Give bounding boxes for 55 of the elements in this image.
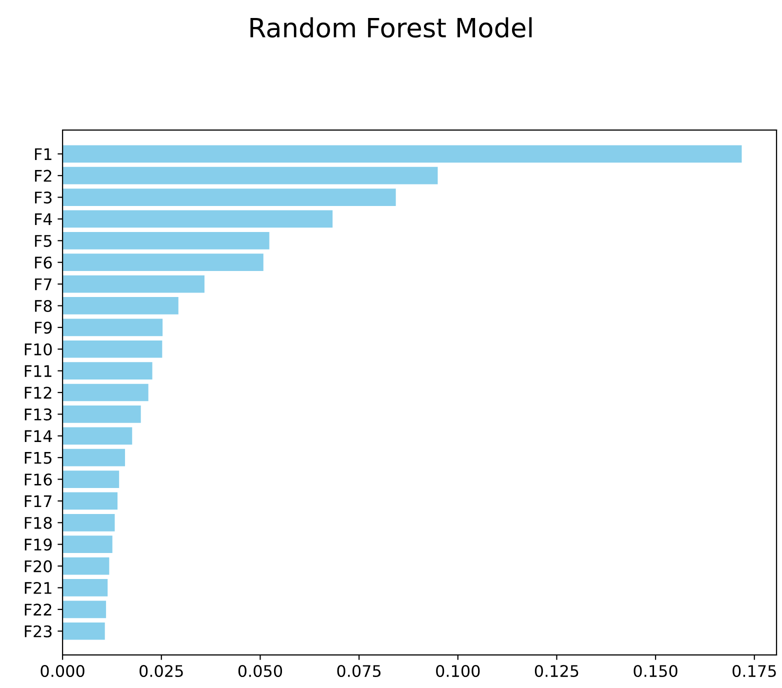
y-tick-label: F6: [35, 256, 52, 269]
x-tick-label: 0.150: [634, 664, 678, 678]
chart-title: Random Forest Model: [250, 17, 532, 38]
y-tick-label: F17: [24, 495, 52, 508]
y-tick-label: F11: [24, 365, 52, 377]
y-tick-label: F9: [35, 322, 52, 334]
y-tick-label: F21: [24, 582, 52, 594]
bar: [62, 384, 148, 402]
y-tick-label: F5: [35, 235, 52, 247]
bar: [62, 210, 333, 228]
y-tick-label: F3: [35, 191, 52, 204]
y-tick-label: F1: [35, 148, 52, 160]
y-tick-label: F2: [35, 170, 52, 182]
x-tick-label: 0.050: [238, 664, 282, 678]
bar: [62, 448, 126, 466]
bar: [62, 427, 132, 445]
y-tick-label: F19: [24, 538, 52, 551]
y-tick-label: F13: [24, 408, 52, 420]
bar: [62, 600, 106, 618]
y-tick-label: F22: [24, 604, 52, 616]
bar: [62, 579, 108, 596]
bar: [62, 514, 115, 532]
y-tick-label: F15: [24, 452, 52, 464]
y-tick-label: F7: [35, 278, 52, 290]
x-tick-label: 0.025: [140, 664, 183, 678]
bar: [62, 275, 204, 293]
bar: [62, 232, 270, 250]
y-tick-label: F14: [24, 430, 52, 442]
bar: [62, 145, 742, 163]
x-tick-label: 0.125: [534, 664, 578, 678]
x-tick-label: 0.075: [337, 664, 381, 678]
bar: [62, 297, 178, 314]
bar: [62, 362, 152, 380]
y-tick-label: F12: [24, 386, 52, 399]
bar: [62, 318, 163, 336]
bar: [62, 492, 118, 510]
bar: [62, 166, 438, 184]
x-tick-label: 0.100: [436, 664, 480, 678]
y-tick-label: F18: [24, 516, 52, 529]
y-tick-label: F23: [24, 625, 52, 638]
bar: [62, 470, 120, 488]
y-tick-label: F10: [24, 343, 52, 356]
bar: [62, 536, 112, 554]
y-tick-label: F8: [35, 300, 52, 312]
bar: [62, 406, 141, 423]
y-tick-label: F20: [24, 560, 52, 572]
y-tick-label: F4: [35, 213, 52, 226]
x-tick-label: 0.000: [40, 664, 84, 678]
bar: [62, 622, 105, 640]
bar: [62, 254, 264, 272]
bar: [62, 340, 162, 358]
bar: [62, 557, 110, 575]
x-tick-label: 0.175: [732, 664, 776, 678]
bar: [62, 188, 396, 206]
y-tick-label: F16: [24, 473, 52, 486]
